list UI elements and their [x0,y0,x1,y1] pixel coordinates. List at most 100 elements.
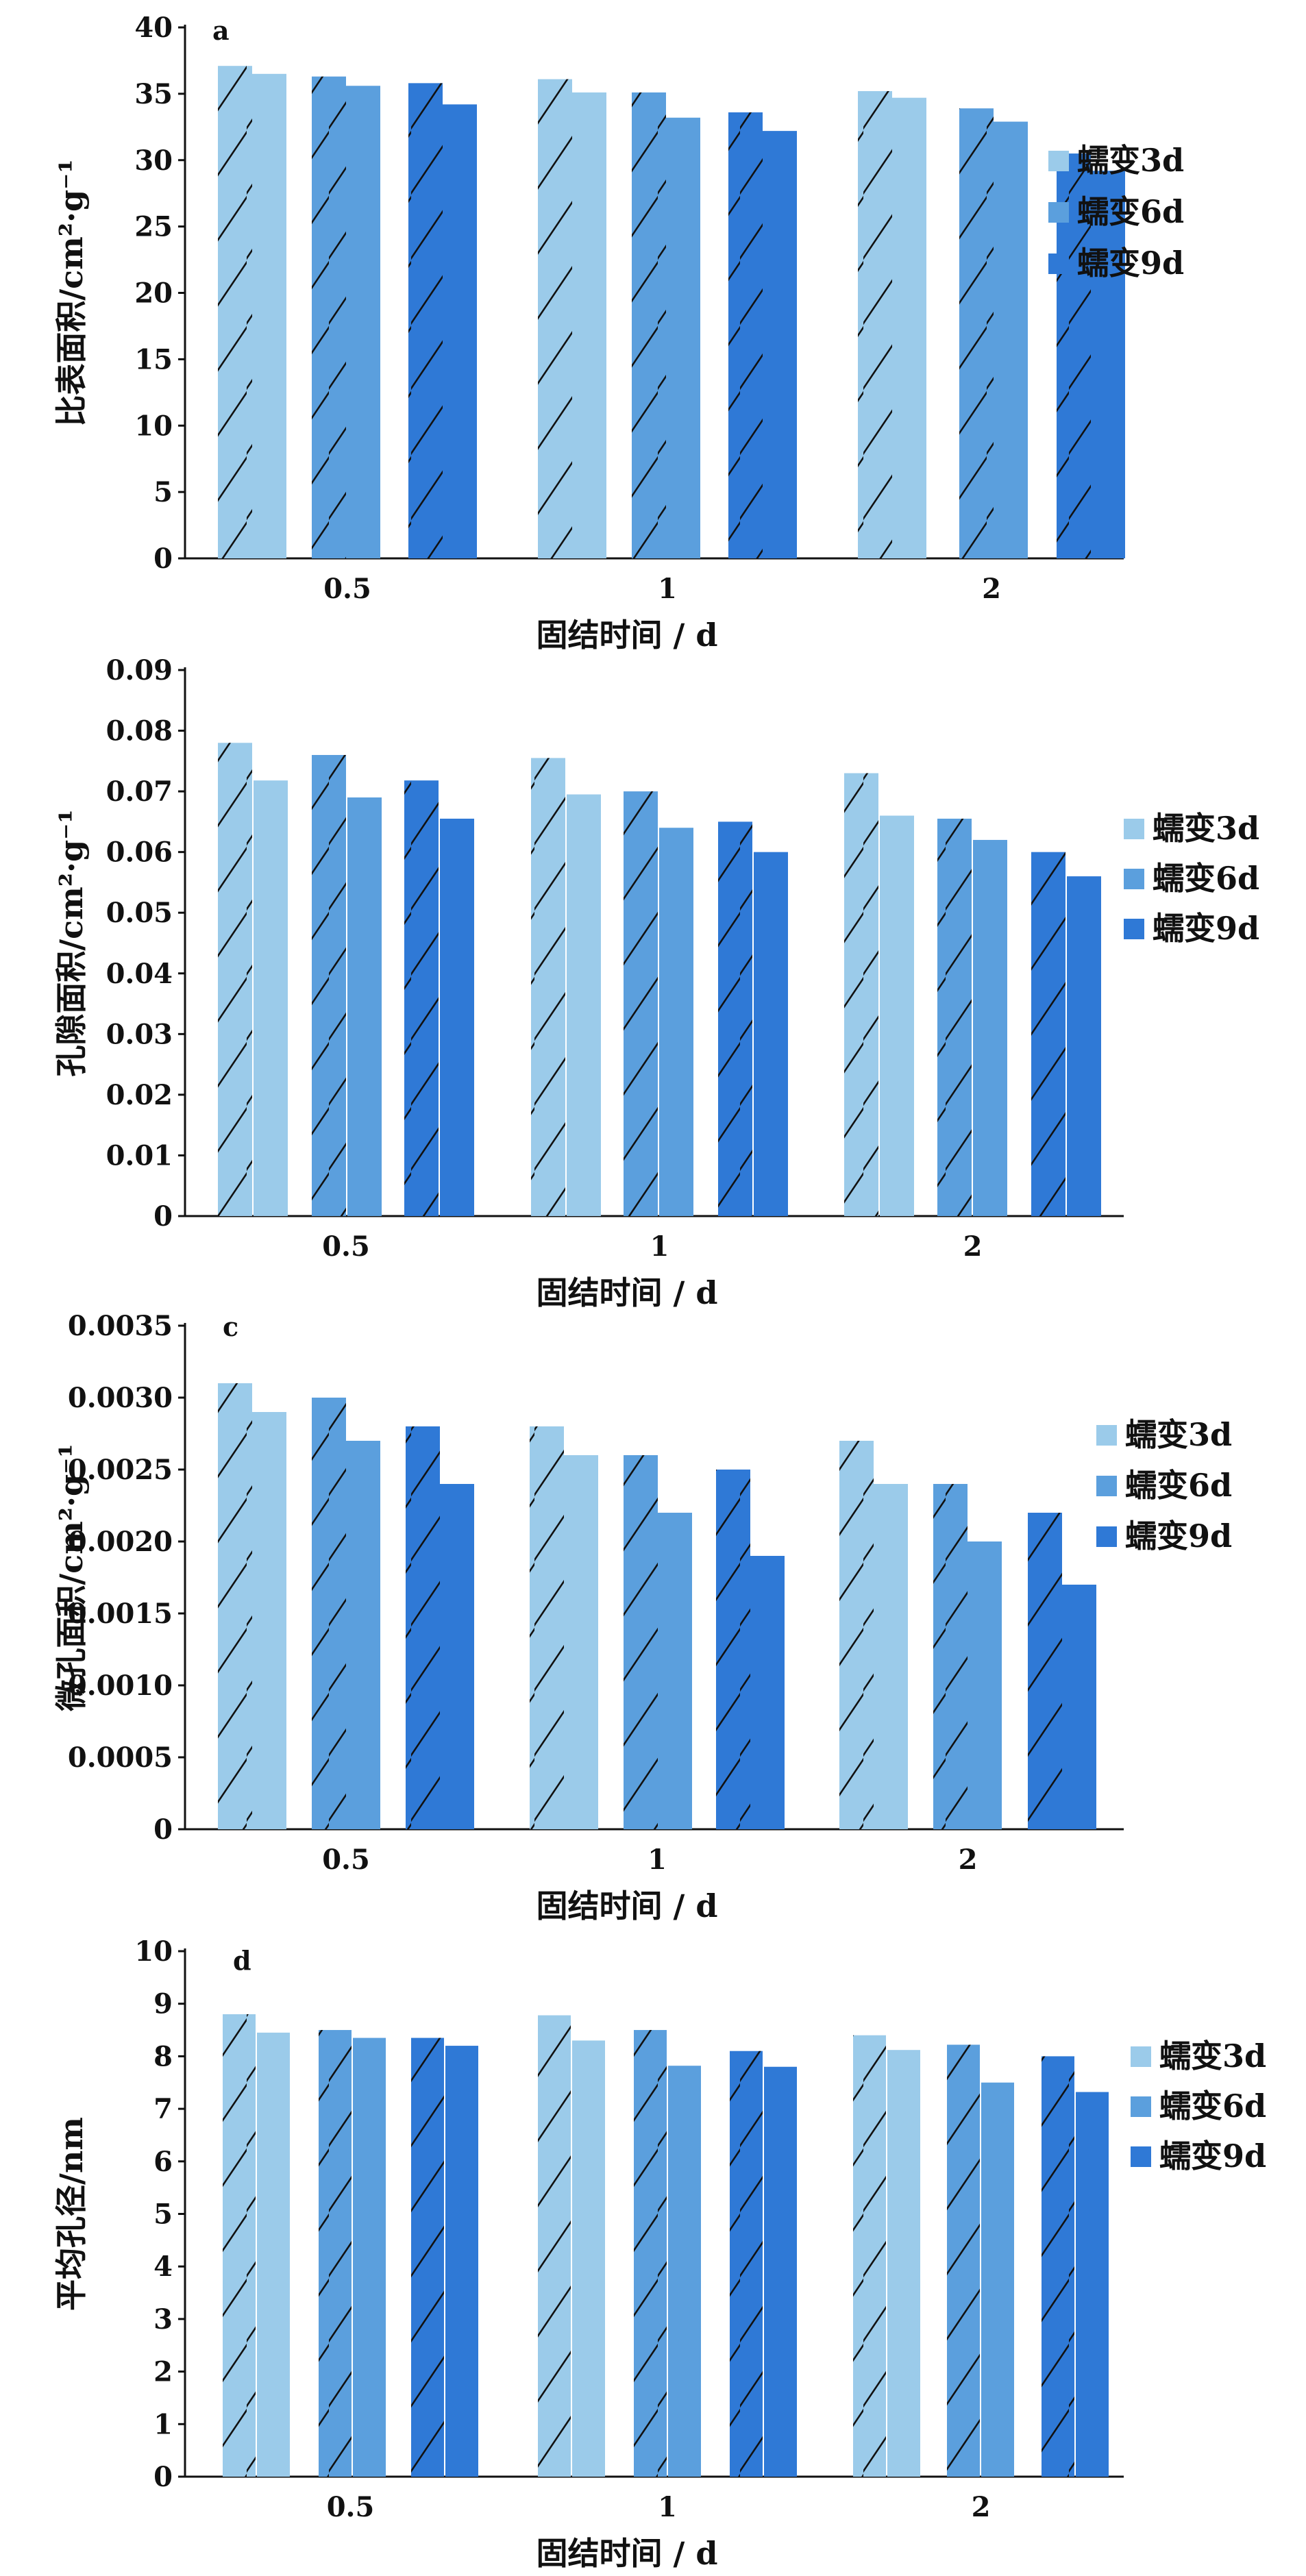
legend-swatch [1131,2046,1151,2067]
bar [252,1412,286,1829]
x-axis-title: 固结时间 / d [537,617,718,654]
bar-hatch [531,758,565,1216]
legend-swatch [1124,919,1144,939]
y-tick-label: 10 [134,1935,173,1968]
bar [1076,2092,1109,2477]
bar-hatch [319,2030,352,2477]
bar-hatch [218,1383,252,1829]
y-tick-label: 0.0030 [68,1382,173,1414]
bar-hatch [411,2038,444,2477]
y-tick-label: 35 [134,78,173,110]
y-tick-label: 0.05 [106,897,173,929]
bar [1062,1585,1096,1829]
chart-panel: 0 0.0005 0.0010 0.0015 0.0020 0.0025 0.0030 0.0… [53,1310,1232,1924]
legend-swatch [1124,869,1144,889]
legend-swatch [1131,2096,1151,2117]
bar [887,2050,920,2477]
y-tick-label: 6 [153,2146,173,2178]
bar [1067,876,1101,1216]
bar-hatch [959,108,994,558]
legend-swatch [1048,151,1069,171]
bar [572,92,606,558]
y-tick-label: 5 [153,2199,173,2231]
bar [572,2040,605,2477]
bar [968,1541,1002,1829]
x-tick-label: 1 [650,1230,669,1263]
y-tick-label: 15 [134,343,173,375]
bar [567,794,601,1216]
legend-label: 蠕变6d [1125,1467,1232,1504]
bar-hatch [839,1441,874,1829]
bar-hatch [538,2015,571,2477]
y-tick-label: 0 [153,543,173,575]
y-tick-label: 1 [153,2408,173,2440]
chart-panel: 0 1 2 3 4 5 6 7 8 9 10 0.5 1 2 固结时间 / d 平均孔径/nm d 蠕变3d 蠕变6… [53,1935,1266,2572]
bar-hatch [634,2030,667,2477]
y-tick-label: 0 [153,2461,173,2493]
bar-hatch [853,2035,886,2477]
chart-panel: 0 0.01 0.02 0.03 0.04 0.05 0.06 0.07 0.08 0.09 0.5… [53,654,1259,1311]
x-tick-label: 1 [658,573,677,605]
y-tick-label: 0.0015 [68,1598,173,1630]
bar [973,839,1007,1216]
bar-hatch [1028,1513,1062,1829]
bar-hatch [730,2051,763,2477]
bar-hatch [1042,2056,1074,2477]
legend-swatch [1096,1425,1117,1446]
bar-hatch [624,791,658,1216]
bar-hatch [716,1470,750,1829]
y-tick-label: 40 [134,12,173,44]
y-tick-label: 2 [153,2356,173,2388]
x-tick-label: 1 [658,2491,677,2523]
bar [254,780,288,1216]
bar [347,797,382,1216]
y-axis-title: 比表面积/cm²·g⁻¹ [53,159,90,426]
y-tick-label: 25 [134,211,173,243]
y-tick-label: 0.07 [106,776,173,808]
bar-hatch [947,2044,980,2477]
y-tick-label: 0.06 [106,837,173,869]
bar-hatch [404,780,439,1216]
legend-swatch [1048,253,1069,274]
y-tick-label: 5 [153,476,173,508]
y-tick-label: 0.0010 [68,1670,173,1702]
x-tick-label: 2 [972,2491,991,2523]
legend-label: 蠕变9d [1077,245,1184,282]
y-tick-label: 0.0020 [68,1526,173,1558]
bar [440,1484,474,1829]
bar-hatch [624,1455,658,1829]
y-axis-title: 孔隙面积/cm²·g⁻¹ [53,809,90,1076]
bar-hatch [223,2014,256,2477]
x-axis-title: 固结时间 / d [537,1274,718,1311]
y-tick-label: 0.03 [106,1018,173,1050]
bar [1091,171,1125,558]
y-tick-label: 0 [153,1813,173,1846]
legend-label: 蠕变9d [1159,2138,1266,2175]
panel-label: a [212,15,230,46]
legend-label: 蠕变3d [1159,2038,1266,2075]
x-tick-label: 2 [963,1230,983,1263]
x-axis-title: 固结时间 / d [537,1887,718,1924]
y-tick-label: 0.0035 [68,1310,173,1342]
bar [564,1455,598,1829]
bar [874,1484,908,1829]
legend-swatch [1096,1526,1117,1547]
y-tick-label: 3 [153,2303,173,2336]
panel-label: d [233,1945,251,1976]
bar [353,2038,386,2477]
legend-label: 蠕变3d [1153,810,1259,847]
bar-hatch [728,112,763,558]
legend-label: 蠕变6d [1153,860,1259,897]
bar-hatch [530,1426,564,1829]
bar [346,86,380,558]
bar [754,852,788,1216]
x-tick-label: 0.5 [327,2491,375,2523]
bar-hatch [933,1484,968,1829]
legend-label: 蠕变6d [1159,2088,1266,2125]
y-tick-label: 0 [153,1200,173,1233]
bar-hatch [408,83,443,558]
bar-hatch [937,818,972,1216]
legend-label: 蠕变9d [1125,1518,1232,1555]
bar [346,1441,380,1829]
